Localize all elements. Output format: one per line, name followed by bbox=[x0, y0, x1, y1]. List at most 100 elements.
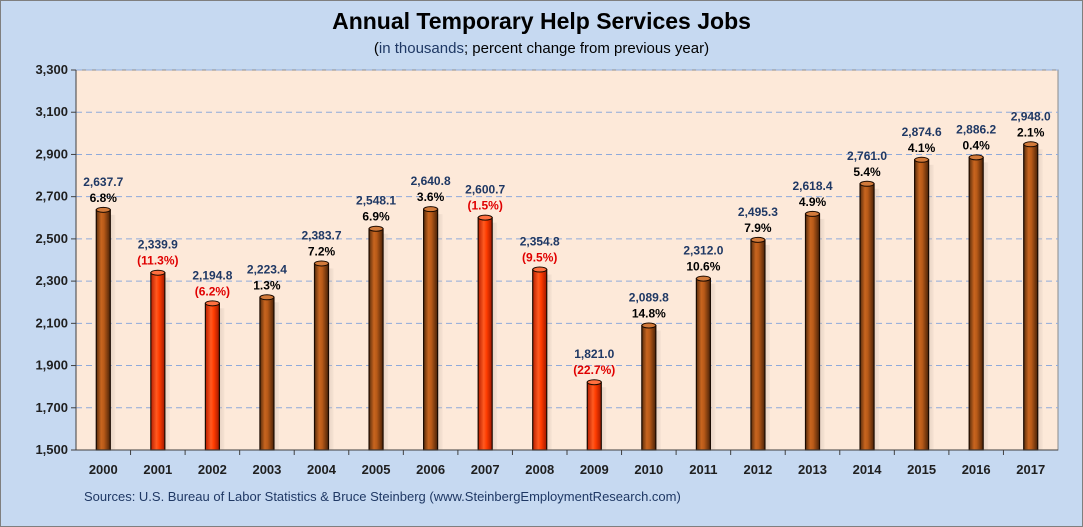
y-tick-label: 1,700 bbox=[35, 400, 68, 415]
value-label: 2,886.2 bbox=[956, 122, 996, 136]
subtitle-open-paren: ( bbox=[373, 40, 379, 57]
x-tick-label: 2013 bbox=[798, 462, 827, 477]
value-label: 2,339.9 bbox=[138, 238, 178, 252]
x-tick-label: 2004 bbox=[307, 462, 337, 477]
value-label: 2,618.4 bbox=[792, 179, 832, 193]
pct-label: 14.8% bbox=[632, 306, 666, 320]
bar-2005 bbox=[368, 228, 384, 451]
pct-label: (22.7%) bbox=[573, 363, 615, 377]
pct-label: 4.9% bbox=[799, 195, 827, 209]
bar-cap bbox=[859, 180, 875, 187]
bar-2000 bbox=[95, 209, 111, 451]
x-tick-label: 2007 bbox=[471, 462, 500, 477]
bar-cap bbox=[586, 379, 602, 386]
bar-cap bbox=[805, 210, 820, 217]
data-labels: 6.8% 2,637.7 (11.3%) 2,339.9 (6.2%) 2,194.8 1.… bbox=[83, 109, 1051, 377]
pct-label: (6.2%) bbox=[195, 284, 230, 298]
value-label: 2,495.3 bbox=[738, 205, 778, 219]
bar-cap bbox=[532, 266, 548, 273]
value-label: 2,194.8 bbox=[192, 268, 232, 282]
bar-2017 bbox=[1023, 143, 1039, 451]
bar-cap bbox=[914, 156, 930, 163]
bar-cap bbox=[314, 260, 329, 267]
bar-2002 bbox=[204, 302, 220, 451]
bar-2001 bbox=[150, 272, 166, 451]
pct-label: 1.3% bbox=[253, 278, 281, 292]
subtitle-units: in thousands bbox=[378, 40, 464, 57]
bar-cap bbox=[477, 214, 493, 221]
source-note: Sources: U.S. Bureau of Labor Statistics… bbox=[84, 489, 681, 504]
bar-cap bbox=[641, 322, 657, 329]
pct-label: 6.9% bbox=[362, 210, 390, 224]
value-label: 2,548.1 bbox=[356, 194, 396, 208]
bar-2014 bbox=[859, 183, 875, 451]
chart-subtitle: (in thousands; percent change from previ… bbox=[0, 40, 1083, 57]
value-label: 2,223.4 bbox=[247, 262, 287, 276]
pct-label: 0.4% bbox=[962, 138, 990, 152]
pct-label: 6.8% bbox=[90, 191, 118, 205]
pct-label: 4.1% bbox=[908, 141, 936, 155]
x-tick-label: 2005 bbox=[362, 462, 391, 477]
y-tick-label: 1,900 bbox=[35, 358, 68, 373]
value-label: 2,948.0 bbox=[1011, 109, 1051, 123]
x-tick-label: 2001 bbox=[143, 462, 172, 477]
x-tick-label: 2003 bbox=[252, 462, 281, 477]
x-tick-label: 2010 bbox=[634, 462, 663, 477]
bar-cap bbox=[750, 236, 766, 243]
value-label: 2,637.7 bbox=[83, 175, 123, 189]
bar-2009 bbox=[586, 381, 602, 451]
value-label: 2,089.8 bbox=[629, 290, 669, 304]
bar-2016 bbox=[968, 156, 984, 451]
bar-2013 bbox=[804, 213, 821, 451]
x-tick-label: 2009 bbox=[580, 462, 609, 477]
value-label: 2,761.0 bbox=[847, 149, 887, 163]
bar-2010 bbox=[641, 324, 657, 451]
pct-label: (11.3%) bbox=[137, 254, 178, 268]
y-axis: 1,500 1,700 1,900 2,100 2,300 2,500 2,700 2,900… bbox=[35, 62, 77, 457]
y-tick-label: 1,500 bbox=[35, 442, 68, 457]
x-tick-label: 2000 bbox=[89, 462, 118, 477]
bar-2012 bbox=[750, 239, 766, 451]
x-tick-label: 2008 bbox=[525, 462, 554, 477]
y-tick-label: 3,300 bbox=[35, 62, 68, 77]
x-tick-label: 2002 bbox=[198, 462, 227, 477]
value-label: 2,874.6 bbox=[902, 125, 942, 139]
bar-2004 bbox=[313, 262, 330, 451]
bar-2007 bbox=[477, 217, 493, 451]
bar-2006 bbox=[423, 208, 439, 451]
x-tick-label: 2016 bbox=[962, 462, 991, 477]
value-label: 2,312.0 bbox=[683, 244, 723, 258]
bar-cap bbox=[968, 154, 984, 161]
value-label: 2,354.8 bbox=[520, 235, 560, 249]
y-tick-label: 2,900 bbox=[35, 146, 68, 161]
pct-label: 2.1% bbox=[1017, 125, 1045, 139]
value-label: 2,600.7 bbox=[465, 183, 505, 197]
y-tick-label: 2,100 bbox=[35, 315, 68, 330]
pct-label: 7.9% bbox=[744, 221, 772, 235]
bar-2011 bbox=[695, 277, 711, 451]
x-tick-label: 2012 bbox=[743, 462, 772, 477]
bar-cap bbox=[1023, 141, 1039, 148]
bar-2015 bbox=[914, 159, 930, 451]
value-label: 2,383.7 bbox=[301, 228, 341, 242]
x-tick-label: 2014 bbox=[853, 462, 883, 477]
bar-2008 bbox=[532, 268, 548, 451]
pct-label: 10.6% bbox=[686, 260, 720, 274]
bar-cap bbox=[423, 206, 439, 213]
chart-title: Annual Temporary Help Services Jobs bbox=[332, 8, 751, 34]
pct-label: 3.6% bbox=[417, 190, 445, 204]
gridlines bbox=[76, 69, 1058, 409]
bar-cap bbox=[259, 294, 275, 301]
y-tick-label: 2,500 bbox=[35, 231, 68, 246]
y-tick-label: 3,100 bbox=[35, 104, 68, 119]
bar-2003 bbox=[259, 296, 275, 451]
bar-cap bbox=[204, 300, 220, 307]
x-tick-label: 2006 bbox=[416, 462, 445, 477]
pct-label: (1.5%) bbox=[467, 199, 502, 213]
bar-cap bbox=[368, 225, 384, 232]
x-tick-label: 2017 bbox=[1016, 462, 1045, 477]
x-tick-label: 2015 bbox=[907, 462, 936, 477]
y-tick-label: 2,700 bbox=[35, 189, 68, 204]
bar-cap bbox=[695, 275, 711, 282]
